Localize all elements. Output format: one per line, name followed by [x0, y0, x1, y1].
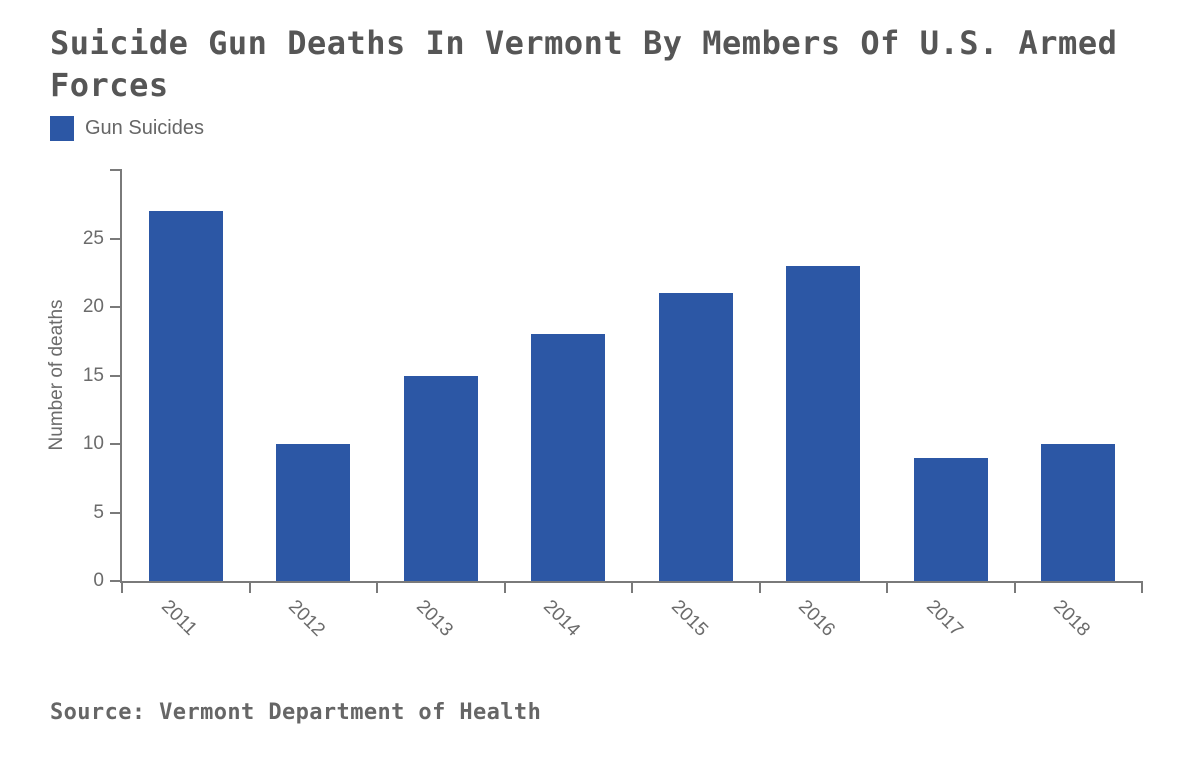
x-axis-tick-4 — [631, 581, 633, 593]
bar-2015 — [658, 293, 733, 581]
y-tick-label-5: 5 — [93, 501, 104, 523]
y-axis-tick-5 — [110, 511, 122, 514]
y-tick-label-10: 10 — [82, 433, 104, 454]
x-axis-tick-3 — [503, 581, 506, 593]
bar-2011 — [148, 211, 223, 581]
x-tick-label-2011: 2011 — [156, 596, 201, 640]
x-axis-tick-7 — [1013, 581, 1016, 593]
x-tick-label-2013: 2013 — [411, 596, 457, 641]
x-tick-label-2012: 2012 — [284, 596, 330, 641]
y-axis-tick-0 — [110, 580, 122, 582]
x-axis-tick-8 — [1141, 581, 1143, 593]
x-axis-tick-5 — [758, 581, 761, 593]
bar-2017 — [913, 457, 988, 581]
y-axis-tick-10 — [110, 443, 122, 445]
source-note: Source: Vermont Department of Health — [50, 700, 542, 725]
y-tick-label-15: 15 — [82, 364, 104, 386]
bar-2018 — [1041, 444, 1116, 581]
x-axis-tick-1 — [248, 581, 251, 593]
x-axis-tick-2 — [376, 581, 378, 593]
legend: Gun Suicides — [50, 116, 204, 141]
legend-swatch-icon — [50, 116, 74, 141]
plot-area: 0 5 10 15 20 25 2011 2012 2013 2014 2015 2016 2017 20… — [83, 169, 1143, 641]
x-axis-tick-6 — [886, 581, 888, 593]
x-tick-label-2014: 2014 — [539, 596, 585, 641]
x-tick-label-2016: 2016 — [794, 596, 840, 641]
y-axis-tick-25 — [110, 237, 122, 240]
chart-title: Suicide Gun Deaths In Vermont By Members… — [50, 24, 1118, 104]
y-axis-endcap-tick — [110, 169, 122, 171]
x-tick-label-2015: 2015 — [666, 596, 712, 641]
bar-2013 — [403, 375, 478, 581]
bar-2016 — [786, 265, 861, 581]
legend-label: Gun Suicides — [85, 117, 204, 139]
bar-2014 — [531, 334, 606, 581]
bar-2012 — [276, 444, 351, 581]
y-tick-label-20: 20 — [82, 296, 104, 317]
y-tick-label-25: 25 — [82, 227, 104, 249]
x-tick-label-2017: 2017 — [921, 596, 967, 641]
x-axis-tick-0 — [121, 581, 123, 593]
y-tick-label-0: 0 — [93, 570, 104, 591]
y-axis-tick-20 — [110, 306, 122, 308]
y-axis-tick-15 — [110, 374, 122, 377]
x-tick-label-2018: 2018 — [1049, 596, 1095, 641]
